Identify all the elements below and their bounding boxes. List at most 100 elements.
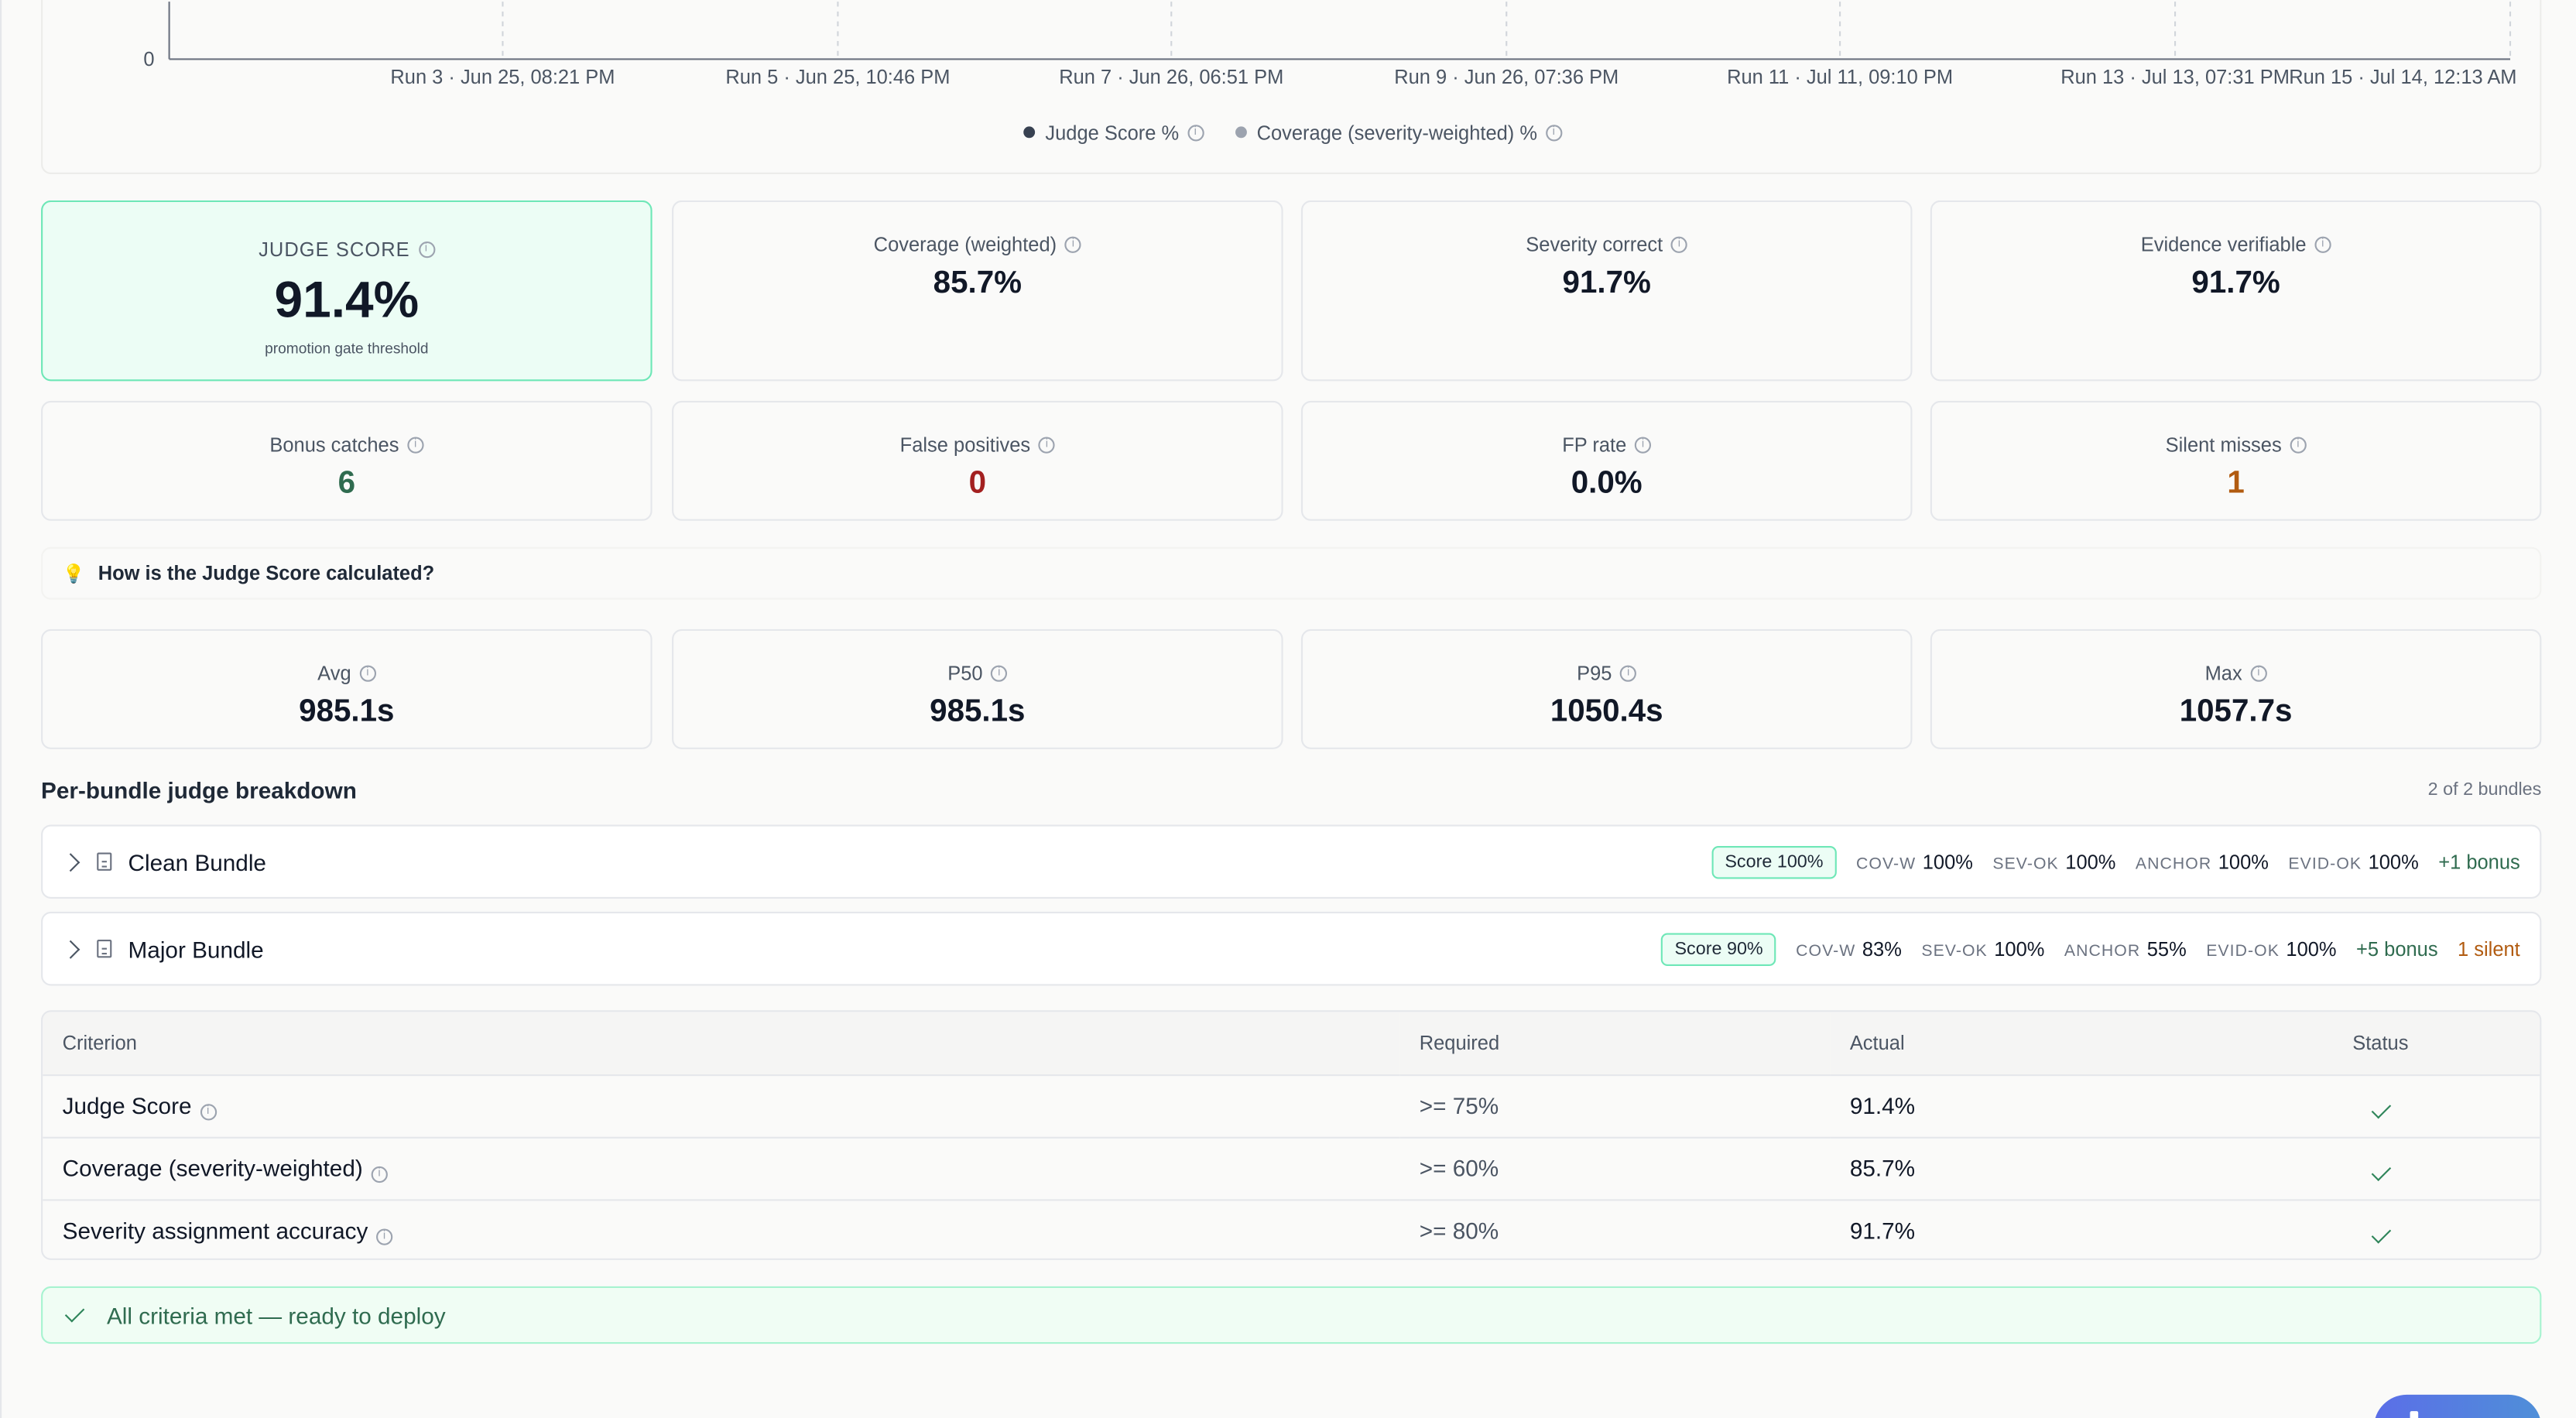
actual-cell: 91.7%: [1849, 1218, 1916, 1245]
info-icon[interactable]: i: [375, 1228, 393, 1245]
bundle-row-major[interactable]: Major Bundle Score 90% COV-W 83% SEV-OK 10…: [41, 911, 2542, 986]
metric-label-text: FP rate: [1562, 433, 1627, 457]
stat-anchor: ANCHOR 100%: [2136, 850, 2269, 873]
stat-key: EVID-OK: [2206, 942, 2280, 961]
table-header-row: Criterion Required Actual Status: [43, 1012, 2540, 1076]
info-icon[interactable]: i: [1670, 236, 1688, 253]
metric-label-text: JUDGE SCORE: [259, 238, 410, 262]
metric-fp-rate: FP rate i 0.0%: [1300, 400, 1913, 521]
metric-value: 85.7%: [933, 265, 1023, 301]
stat-value: 100%: [2065, 850, 2116, 874]
metric-label: Silent misses i: [2166, 433, 2307, 457]
metric-value: 91.7%: [1562, 265, 1651, 301]
metric-value: 91.7%: [2191, 265, 2280, 301]
bundle-name: Clean Bundle: [128, 848, 266, 875]
chevron-right-icon[interactable]: [61, 939, 80, 958]
info-icon[interactable]: i: [1038, 437, 1055, 454]
x-tick-label: Run 13 · Jul 13, 07:31 PM: [2060, 67, 2290, 88]
info-icon[interactable]: i: [1064, 236, 1081, 253]
x-tick-label: Run 3 · Jun 25, 08:21 PM: [390, 67, 615, 88]
metric-value: 6: [337, 466, 356, 502]
metric-severity-correct: Severity correct i 91.7%: [1300, 200, 1913, 382]
info-icon[interactable]: i: [200, 1103, 217, 1120]
metric-label: Avg i: [317, 662, 376, 686]
info-icon[interactable]: i: [2290, 437, 2307, 454]
stat-value: 55%: [2146, 937, 2187, 961]
required-cell: >= 80%: [1419, 1218, 1499, 1245]
metric-coverage-weighted: Coverage (weighted) i 85.7%: [672, 200, 1283, 382]
stat-value: 100%: [1994, 937, 2045, 961]
stat-evid-ok: EVID-OK 100%: [2206, 937, 2336, 961]
metric-label-text: Max: [2204, 662, 2242, 686]
deploy-ready-banner: All criteria met — ready to deploy: [41, 1286, 2542, 1344]
x-ticks: Run 3 · Jun 25, 08:21 PM Run 5 · Jun 25, …: [390, 2, 2517, 88]
info-icon[interactable]: i: [1187, 124, 1204, 141]
x-tick-label: Run 11 · Jul 11, 09:10 PM: [1727, 67, 1953, 88]
metric-label: False positives i: [900, 433, 1055, 457]
stat-anchor: ANCHOR 55%: [2064, 937, 2187, 961]
metric-label-text: Avg: [317, 662, 351, 686]
stat-key: SEV-OK: [1921, 942, 1988, 961]
metric-value: 91.4%: [274, 271, 420, 329]
stat-cov-w: COV-W 83%: [1796, 937, 1902, 961]
info-icon[interactable]: i: [407, 437, 424, 454]
status-cell: [2221, 1136, 2540, 1201]
stat-value: 100%: [1922, 850, 1973, 874]
info-icon[interactable]: i: [359, 665, 376, 682]
info-icon[interactable]: i: [418, 241, 435, 259]
info-icon[interactable]: i: [2314, 236, 2331, 253]
info-icon[interactable]: i: [1634, 437, 1652, 454]
metric-value: 1050.4s: [1550, 694, 1663, 730]
metric-label-text: P50: [947, 662, 983, 686]
lightbulb-icon: 💡: [62, 564, 85, 584]
metric-label-text: Coverage (weighted): [873, 233, 1057, 257]
info-icon[interactable]: i: [1545, 124, 1562, 141]
table-row: Judge Score i >= 75% 91.4%: [43, 1074, 2540, 1138]
bundle-row-clean[interactable]: Clean Bundle Score 100% COV-W 100% SEV-OK…: [41, 824, 2542, 899]
info-icon[interactable]: i: [371, 1165, 388, 1183]
judge-score-explainer-toggle[interactable]: 💡 How is the Judge Score calculated?: [41, 546, 2542, 600]
document-icon: [97, 852, 112, 871]
page-edge: [0, 0, 2, 1418]
info-icon[interactable]: i: [1620, 665, 1637, 682]
metric-subtitle: promotion gate threshold: [265, 340, 429, 357]
metric-label-text: False positives: [899, 433, 1031, 457]
trend-chart: 0 Run 3 · Jun 25, 08:21 PM Run 5 · Jun 25…: [143, 2, 2517, 88]
metric-label: P50 i: [947, 662, 1008, 686]
bundle-name: Major Bundle: [128, 935, 264, 962]
floating-action-button[interactable]: [2373, 1394, 2542, 1418]
required-cell: >= 75%: [1399, 1074, 1831, 1138]
metric-label: P95 i: [1577, 662, 1637, 686]
stat-key: COV-W: [1796, 942, 1856, 961]
metric-value: 985.1s: [299, 694, 395, 730]
bundle-stats: Score 100% COV-W 100% SEV-OK 100% ANCHOR 10…: [1711, 844, 2520, 879]
table-row: Severity assignment accuracy i >= 80% 91.…: [43, 1199, 2540, 1258]
metric-false-positives: False positives i 0: [672, 400, 1283, 521]
metric-label-text: Bonus catches: [269, 433, 399, 457]
actual-cell: 85.7%: [1830, 1136, 2221, 1201]
check-icon: [2370, 1224, 2391, 1245]
actual-cell: 91.4%: [1830, 1074, 2221, 1138]
stat-evid-ok: EVID-OK 100%: [2288, 850, 2418, 873]
required-cell: >= 60%: [1399, 1136, 1831, 1201]
metric-label-text: P95: [1577, 662, 1612, 686]
info-icon[interactable]: i: [2250, 665, 2267, 682]
info-icon[interactable]: i: [991, 665, 1008, 682]
latency-avg: Avg i 985.1s: [41, 629, 653, 749]
x-tick-label: Run 5 · Jun 25, 10:46 PM: [725, 67, 950, 88]
metric-label: FP rate i: [1562, 433, 1652, 457]
legend-label: Coverage (severity-weighted) %: [1256, 120, 1538, 144]
metric-silent-misses: Silent misses i 1: [1930, 400, 2542, 521]
bundle-stats: Score 90% COV-W 83% SEV-OK 100% ANCHOR 55% …: [1661, 932, 2520, 965]
check-icon: [2370, 1161, 2391, 1182]
header-required: Required: [1399, 1012, 1831, 1076]
metric-label-text: Evidence verifiable: [2140, 233, 2307, 257]
latency-max: Max i 1057.7s: [1930, 629, 2542, 749]
metric-value: 0.0%: [1571, 466, 1643, 502]
metric-label: Coverage (weighted) i: [874, 233, 1081, 256]
legend-label: Judge Score %: [1045, 120, 1180, 144]
stat-key: SEV-OK: [1992, 855, 2059, 874]
metric-value: 1057.7s: [2179, 694, 2293, 730]
chevron-right-icon[interactable]: [61, 852, 80, 872]
metric-label: Severity correct i: [1526, 233, 1688, 256]
